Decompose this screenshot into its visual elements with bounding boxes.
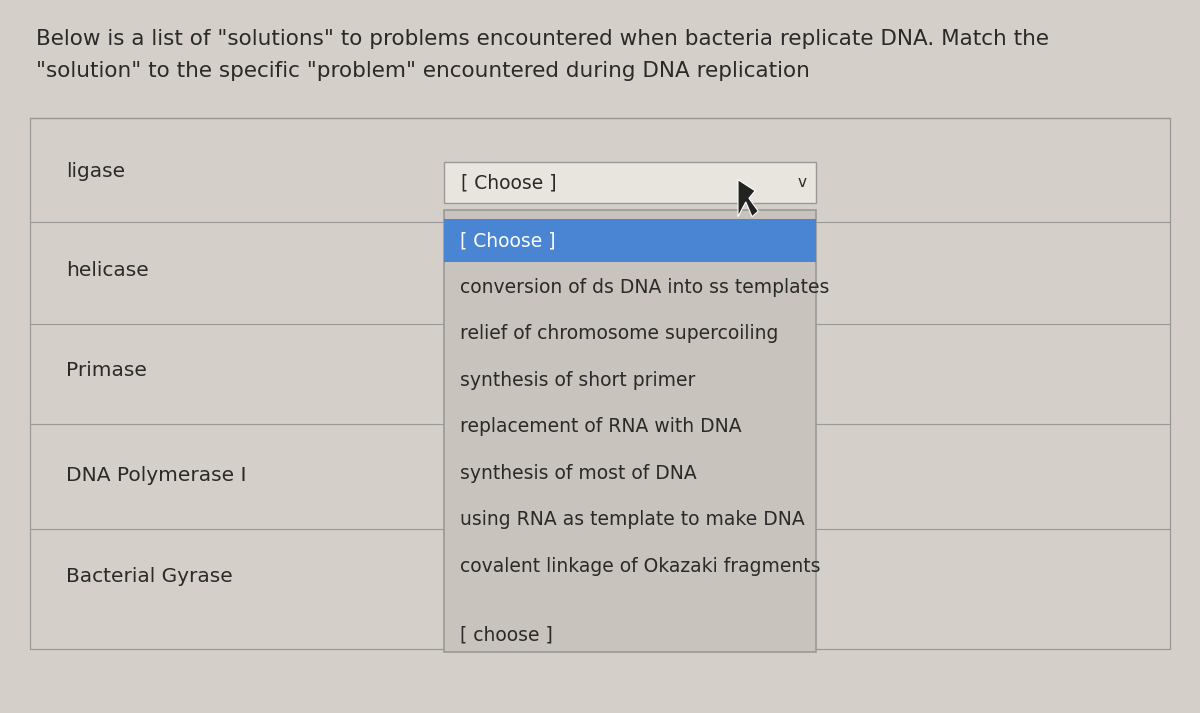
Text: [ choose ]: [ choose ] [460,625,552,645]
Text: Bacterial Gyrase: Bacterial Gyrase [66,567,233,585]
Text: covalent linkage of Okazaki fragments: covalent linkage of Okazaki fragments [460,557,820,576]
Text: helicase: helicase [66,262,149,280]
Text: Below is a list of "solutions" to problems encountered when bacteria replicate D: Below is a list of "solutions" to proble… [36,29,1049,48]
Bar [30,118,1170,649]
Text: relief of chromosome supercoiling: relief of chromosome supercoiling [460,324,778,343]
Bar [444,210,816,652]
Text: conversion of ds DNA into ss templates: conversion of ds DNA into ss templates [460,277,829,297]
Text: DNA Polymerase I: DNA Polymerase I [66,466,246,485]
Text: Primase: Primase [66,361,146,380]
Text: "solution" to the specific "problem" encountered during DNA replication: "solution" to the specific "problem" enc… [36,61,810,81]
Polygon shape [738,180,758,217]
Text: synthesis of most of DNA: synthesis of most of DNA [460,463,696,483]
Text: [ Choose ]: [ Choose ] [460,231,556,250]
Text: replacement of RNA with DNA: replacement of RNA with DNA [460,417,742,436]
Bar [444,162,816,203]
Text: using RNA as template to make DNA: using RNA as template to make DNA [460,511,804,529]
Text: synthesis of short primer: synthesis of short primer [460,371,695,390]
Text: ligase: ligase [66,162,125,180]
Bar [444,219,816,262]
Text: v: v [797,175,806,190]
Text: [ Choose ]: [ Choose ] [461,173,557,192]
